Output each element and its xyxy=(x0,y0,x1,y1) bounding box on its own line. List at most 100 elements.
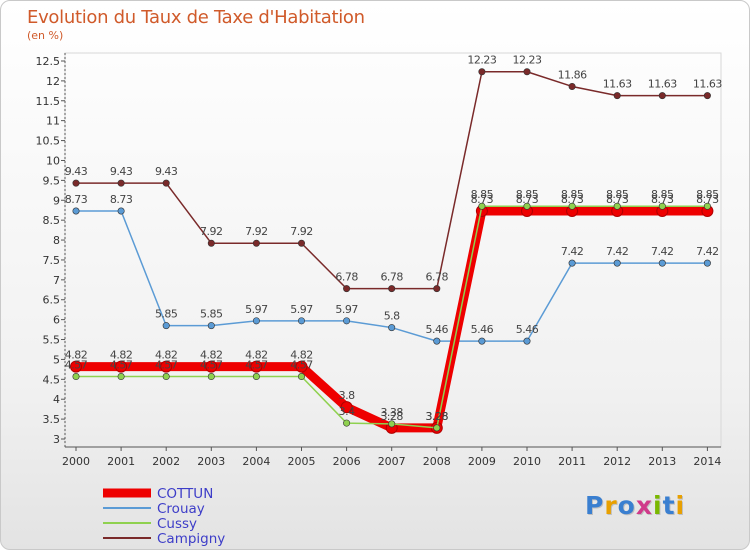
data-point-crouay xyxy=(523,337,531,345)
data-label-campigny: 11.63 xyxy=(603,78,632,91)
data-label-crouay: 5.97 xyxy=(245,303,268,316)
data-point-campigny xyxy=(388,285,396,293)
data-point-campigny xyxy=(72,179,80,187)
data-point-cussy xyxy=(388,420,396,428)
data-point-campigny xyxy=(613,92,621,100)
data-point-crouay xyxy=(207,322,215,330)
x-tick-label: 2007 xyxy=(378,455,406,468)
data-point-cussy xyxy=(613,202,621,210)
data-point-cottun xyxy=(205,360,218,373)
data-label-cussy: 4.57 xyxy=(155,359,178,372)
data-label-cottun: 4.82 xyxy=(245,349,268,362)
data-point-cussy xyxy=(162,373,170,381)
logo-letter: P xyxy=(585,491,605,520)
y-tick-label: 8 xyxy=(53,234,60,247)
data-label-cussy: 8.85 xyxy=(606,188,629,201)
data-label-crouay: 5.46 xyxy=(471,323,494,336)
data-label-crouay: 8.73 xyxy=(110,193,133,206)
data-label-cussy: 8.85 xyxy=(696,188,719,201)
x-tick-label: 2011 xyxy=(558,455,586,468)
data-label-campigny: 6.78 xyxy=(380,271,403,284)
data-label-campigny: 12.23 xyxy=(467,54,496,67)
y-tick-label: 7 xyxy=(53,274,60,287)
y-tick-label: 10 xyxy=(46,154,60,167)
data-label-cussy: 4.57 xyxy=(200,359,223,372)
data-label-campigny: 6.78 xyxy=(335,271,358,284)
data-label-campigny: 7.92 xyxy=(290,225,313,238)
x-tick-label: 2001 xyxy=(107,455,135,468)
data-label-crouay: 5.8 xyxy=(384,310,400,323)
logo-letter: t xyxy=(662,491,676,520)
data-point-campigny xyxy=(207,239,215,247)
data-label-campigny: 9.43 xyxy=(65,165,88,178)
data-label-campigny: 11.63 xyxy=(693,78,722,91)
legend-label-campigny: Campigny xyxy=(157,531,225,547)
data-point-cottun xyxy=(250,360,263,373)
x-tick-label: 2008 xyxy=(423,455,451,468)
data-point-campigny xyxy=(703,92,711,100)
data-label-campigny: 11.63 xyxy=(648,78,677,91)
data-label-campigny: 11.86 xyxy=(558,68,587,81)
data-point-crouay xyxy=(703,259,711,267)
data-label-cussy: 3.38 xyxy=(380,406,403,419)
data-point-cussy xyxy=(72,373,80,381)
y-tick-label: 4 xyxy=(53,393,60,406)
data-point-campigny xyxy=(478,68,486,76)
data-label-crouay: 5.85 xyxy=(155,308,178,321)
data-label-crouay: 5.85 xyxy=(200,308,223,321)
y-tick-label: 6 xyxy=(53,314,60,327)
data-label-cussy: 3.28 xyxy=(426,410,449,423)
y-tick-label: 9.5 xyxy=(43,174,61,187)
data-point-cussy xyxy=(658,202,666,210)
data-point-crouay xyxy=(478,337,486,345)
data-point-crouay xyxy=(162,322,170,330)
y-tick-label: 4.5 xyxy=(43,373,61,386)
data-label-cussy: 4.57 xyxy=(290,359,313,372)
data-point-cottun xyxy=(160,360,173,373)
data-point-campigny xyxy=(117,179,125,187)
data-label-cottun: 4.82 xyxy=(200,349,223,362)
data-label-cussy: 3.4 xyxy=(339,405,355,418)
logo-letter: i xyxy=(675,491,686,520)
data-label-crouay: 7.42 xyxy=(696,245,719,258)
data-point-cussy xyxy=(568,202,576,210)
data-point-campigny xyxy=(252,239,260,247)
data-label-crouay: 5.46 xyxy=(516,323,539,336)
chart-title: Evolution du Taux de Taxe d'Habitation xyxy=(27,7,365,28)
data-label-cussy: 4.57 xyxy=(110,359,133,372)
data-point-cussy xyxy=(433,424,441,432)
x-tick-label: 2005 xyxy=(288,455,316,468)
y-tick-label: 7.5 xyxy=(43,254,61,267)
x-tick-label: 2010 xyxy=(513,455,541,468)
data-point-crouay xyxy=(613,259,621,267)
legend-label-cottun: COTTUN xyxy=(157,486,213,502)
data-label-crouay: 7.42 xyxy=(561,245,584,258)
y-tick-label: 11 xyxy=(46,115,60,128)
y-tick-label: 6.5 xyxy=(43,294,61,307)
data-label-cussy: 8.85 xyxy=(651,188,674,201)
x-tick-label: 2009 xyxy=(468,455,496,468)
legend-label-crouay: Crouay xyxy=(157,501,205,517)
data-label-crouay: 7.42 xyxy=(651,245,674,258)
data-label-cussy: 8.85 xyxy=(516,188,539,201)
data-label-campigny: 7.92 xyxy=(200,225,223,238)
data-point-campigny xyxy=(343,285,351,293)
data-point-cussy xyxy=(252,373,260,381)
data-point-campigny xyxy=(658,92,666,100)
data-label-cottun: 4.82 xyxy=(110,349,133,362)
data-label-crouay: 8.73 xyxy=(65,193,88,206)
data-label-campigny: 7.92 xyxy=(245,225,268,238)
data-label-cussy: 4.57 xyxy=(65,359,88,372)
data-label-cussy: 8.85 xyxy=(561,188,584,201)
logo-letter: x xyxy=(635,491,653,520)
logo-letter: i xyxy=(653,491,663,520)
data-point-cussy xyxy=(343,419,351,427)
y-tick-label: 3.5 xyxy=(43,413,61,426)
data-label-cottun: 8.73 xyxy=(606,193,629,206)
data-point-cussy xyxy=(523,202,531,210)
y-tick-label: 9 xyxy=(53,194,60,207)
x-tick-label: 2004 xyxy=(242,455,270,468)
data-point-cottun xyxy=(70,360,82,373)
